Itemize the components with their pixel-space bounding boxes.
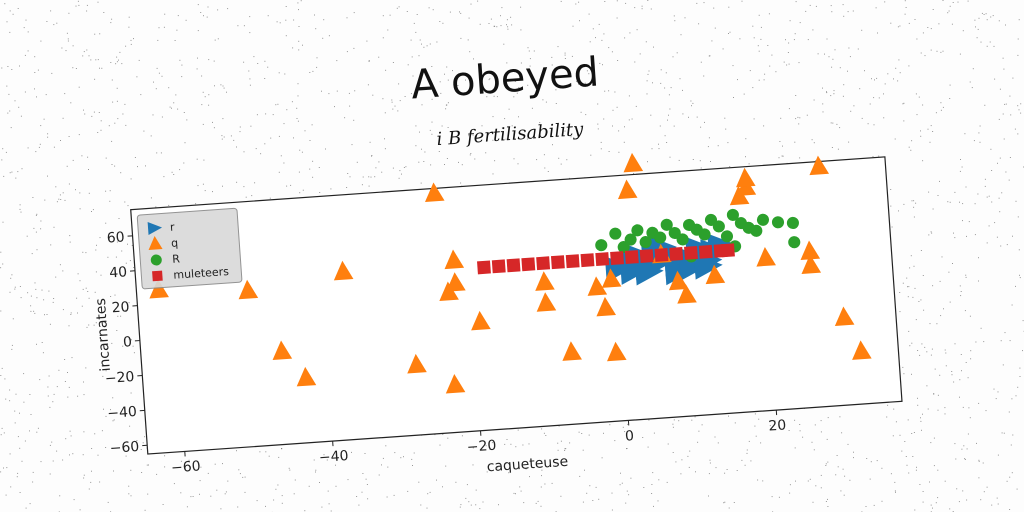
y-axis-label: incarnates — [93, 298, 114, 372]
legend-label: R — [172, 252, 181, 266]
data-point — [566, 254, 580, 268]
data-point — [551, 255, 565, 269]
data-point — [640, 249, 654, 263]
plot-group: −60 −40 −20 0 20 −60 −40 −20 0 20 40 60 rqRmuletee… — [85, 135, 905, 502]
chart-subtitle: i B fertilisability — [436, 119, 585, 150]
x-tick-label: 0 — [625, 428, 635, 445]
plot-frame — [131, 157, 902, 454]
legend-marker — [152, 271, 163, 282]
data-point — [595, 252, 609, 266]
data-point — [669, 247, 683, 261]
legend-label: q — [171, 236, 179, 249]
data-point — [684, 246, 698, 260]
data-point — [477, 260, 491, 274]
y-tick-label: 40 — [109, 264, 128, 281]
data-point — [610, 251, 624, 265]
data-point — [521, 257, 535, 271]
x-tick-label: −20 — [466, 438, 497, 456]
y-tick-label: 20 — [111, 299, 130, 316]
data-point — [625, 250, 639, 264]
y-tick-label: 60 — [106, 229, 125, 246]
x-tick-label: 20 — [768, 417, 787, 434]
data-point — [654, 248, 668, 262]
chart-title: A obeyed — [409, 49, 600, 108]
x-tick-label: −60 — [171, 458, 202, 476]
data-point — [507, 258, 521, 272]
y-tick-label: 0 — [123, 334, 133, 351]
y-tick-label: −40 — [107, 404, 138, 422]
x-tick-label: −40 — [318, 448, 349, 466]
data-point — [581, 253, 595, 267]
data-point — [622, 152, 643, 172]
data-point — [721, 243, 735, 257]
data-point — [699, 245, 713, 259]
x-axis-label: caqueteuse — [486, 454, 568, 476]
data-point — [536, 256, 550, 270]
y-tick-label: −60 — [109, 439, 140, 457]
data-point — [492, 259, 506, 273]
